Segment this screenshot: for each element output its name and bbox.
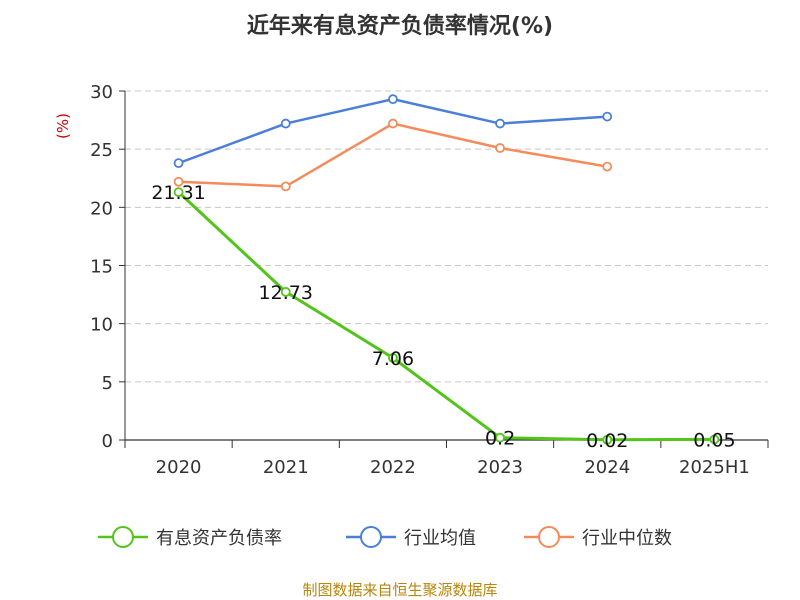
- series-line-2: [178, 122, 608, 188]
- data-point: [173, 176, 184, 187]
- data-label: 12.73: [259, 282, 313, 304]
- y-tick-label: 30: [90, 82, 113, 103]
- y-tick-label: 0: [102, 431, 113, 452]
- series-line-1: [178, 97, 608, 165]
- data-label: 7.06: [372, 348, 414, 370]
- data-point: [602, 434, 613, 445]
- grid-lines: [125, 90, 768, 383]
- data-label: 0.2: [485, 428, 515, 450]
- legend[interactable]: 有息资产负债率 行业均值 行业中位数: [98, 526, 672, 549]
- legend-marker: [112, 526, 134, 548]
- legend-marker: [538, 526, 560, 548]
- x-tick-label: 2020: [156, 457, 202, 478]
- y-tick-label: 5: [102, 373, 113, 394]
- legend-item-1[interactable]: 行业均值: [346, 526, 476, 549]
- source-note: 制图数据来自恒生聚源数据库: [302, 581, 497, 599]
- y-tick-label: 15: [90, 257, 113, 278]
- data-point: [602, 161, 613, 172]
- y-axis-label: (%): [54, 113, 72, 139]
- legend-item-2[interactable]: 行业中位数: [524, 526, 672, 549]
- data-point: [495, 143, 505, 153]
- data-point: [495, 432, 505, 443]
- data-label: 0.02: [586, 430, 628, 452]
- series-line-0: [177, 190, 715, 442]
- data-point: [388, 94, 398, 105]
- x-tick-label: 2025H1: [679, 457, 750, 478]
- y-tick-label: 20: [90, 198, 113, 219]
- axes: 0 5 10 15 20 25 30 2020 2021 2022 2023 2024 2025H1: [90, 82, 769, 478]
- y-tick-label: 25: [90, 140, 113, 161]
- series-lines: [173, 94, 720, 445]
- data-point: [280, 287, 291, 297]
- data-point: [602, 111, 613, 122]
- x-tick-label: 2023: [477, 457, 523, 478]
- data-point: [388, 352, 398, 363]
- legend-item-0[interactable]: 有息资产负债率: [98, 526, 282, 549]
- data-label: 0.05: [693, 429, 735, 451]
- data-point: [173, 187, 184, 197]
- data-point: [280, 118, 291, 129]
- x-tick-label: 2022: [370, 457, 416, 478]
- y-tick-label: 10: [90, 315, 113, 336]
- data-point: [709, 434, 720, 445]
- data-point: [280, 181, 291, 192]
- x-tick-label: 2024: [584, 457, 630, 478]
- chart-title: 近年来有息资产负债率情况(%): [247, 13, 553, 39]
- legend-label: 行业中位数: [582, 528, 672, 549]
- x-tick-label: 2021: [263, 457, 309, 478]
- data-point: [388, 118, 398, 129]
- data-labels: 21.31 12.73 7.06 0.2 0.02 0.05: [151, 182, 735, 452]
- legend-marker: [360, 526, 382, 548]
- legend-label: 行业均值: [404, 528, 476, 549]
- data-label: 21.31: [151, 182, 205, 204]
- data-point: [495, 118, 505, 129]
- legend-label: 有息资产负债率: [156, 528, 282, 549]
- data-point: [173, 158, 184, 169]
